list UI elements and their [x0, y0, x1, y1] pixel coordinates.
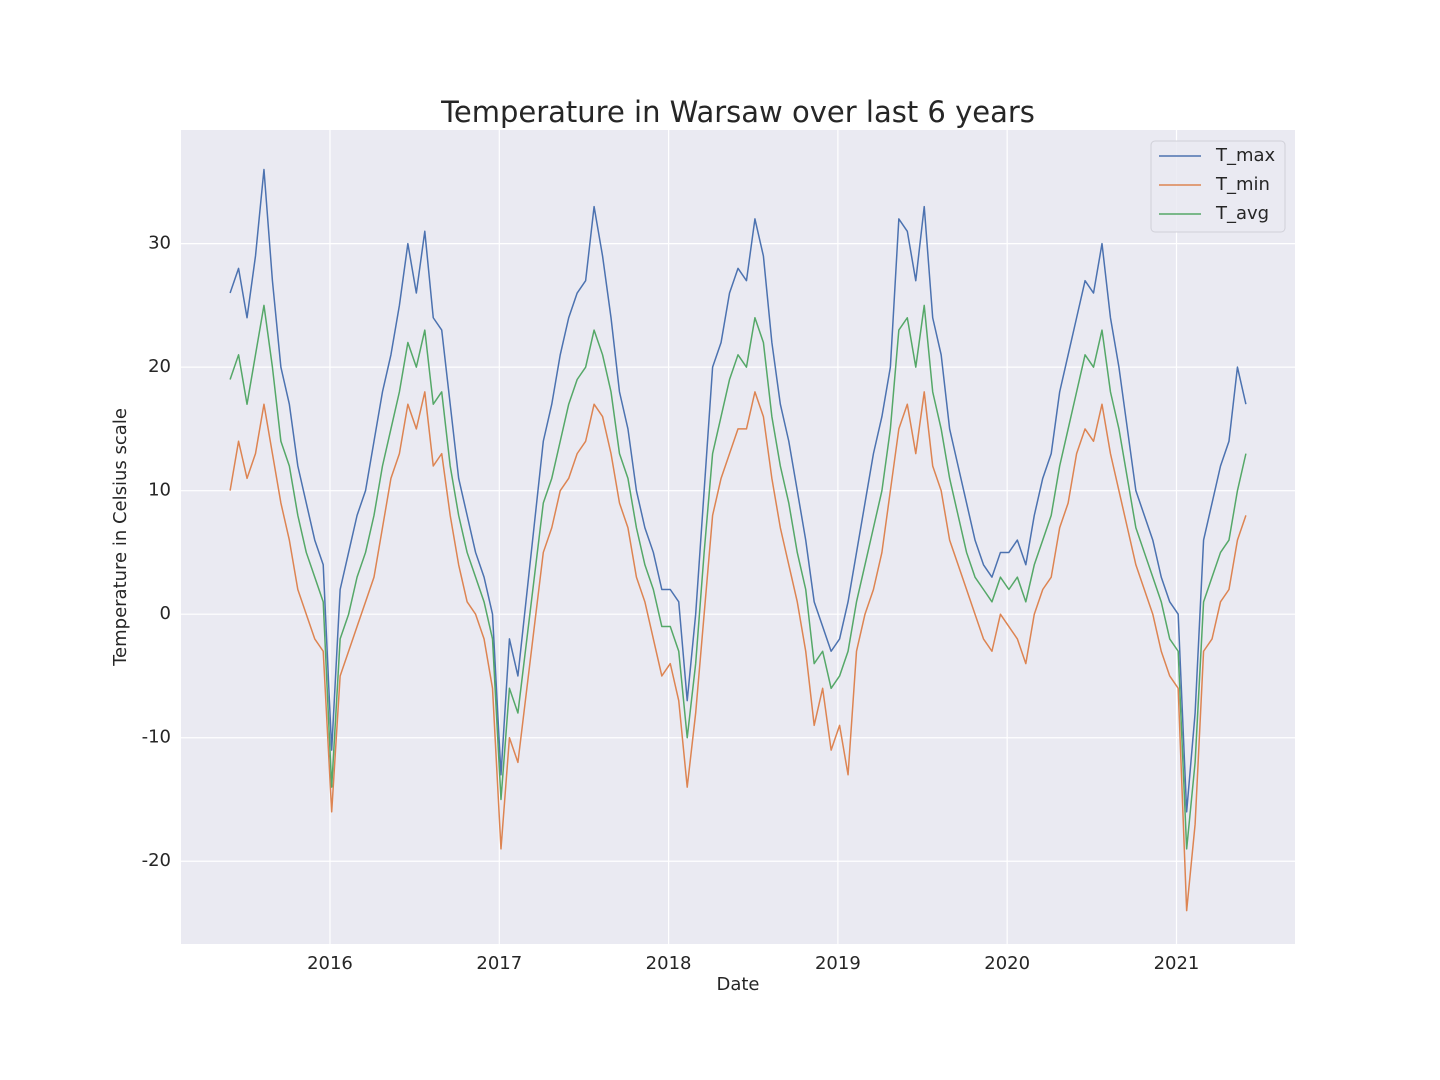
legend-label: T_min	[1215, 174, 1270, 195]
legend-label: T_avg	[1215, 203, 1269, 224]
x-tick-label: 2018	[646, 953, 692, 974]
x-tick-label: 2021	[1154, 953, 1200, 974]
series-line	[229, 391, 1247, 912]
y-tick-label: 20	[148, 356, 171, 377]
y-tick-label: 0	[160, 603, 171, 624]
y-tick-label: -20	[142, 850, 171, 871]
lines	[229, 168, 1247, 912]
x-tick-label: 2016	[307, 953, 353, 974]
legend-label: T_max	[1215, 145, 1276, 166]
y-tick-label: 10	[148, 480, 171, 501]
y-tick-label: -10	[142, 727, 171, 748]
series-line	[229, 304, 1247, 850]
legend: T_max T_min T_avg	[1150, 140, 1286, 233]
x-tick-label: 2017	[476, 953, 522, 974]
chart-title: Temperature in Warsaw over last 6 years	[440, 95, 1035, 129]
x-tick-label: 2020	[984, 953, 1030, 974]
series-line	[229, 168, 1247, 813]
plot-area	[181, 130, 1295, 944]
y-tick-label: 30	[148, 233, 171, 254]
grid	[181, 130, 1295, 944]
x-tick-label: 2019	[815, 953, 861, 974]
y-axis-label: Temperature in Celsius scale	[110, 408, 131, 667]
x-axis-label: Date	[716, 974, 759, 995]
legend-box	[1150, 140, 1286, 233]
